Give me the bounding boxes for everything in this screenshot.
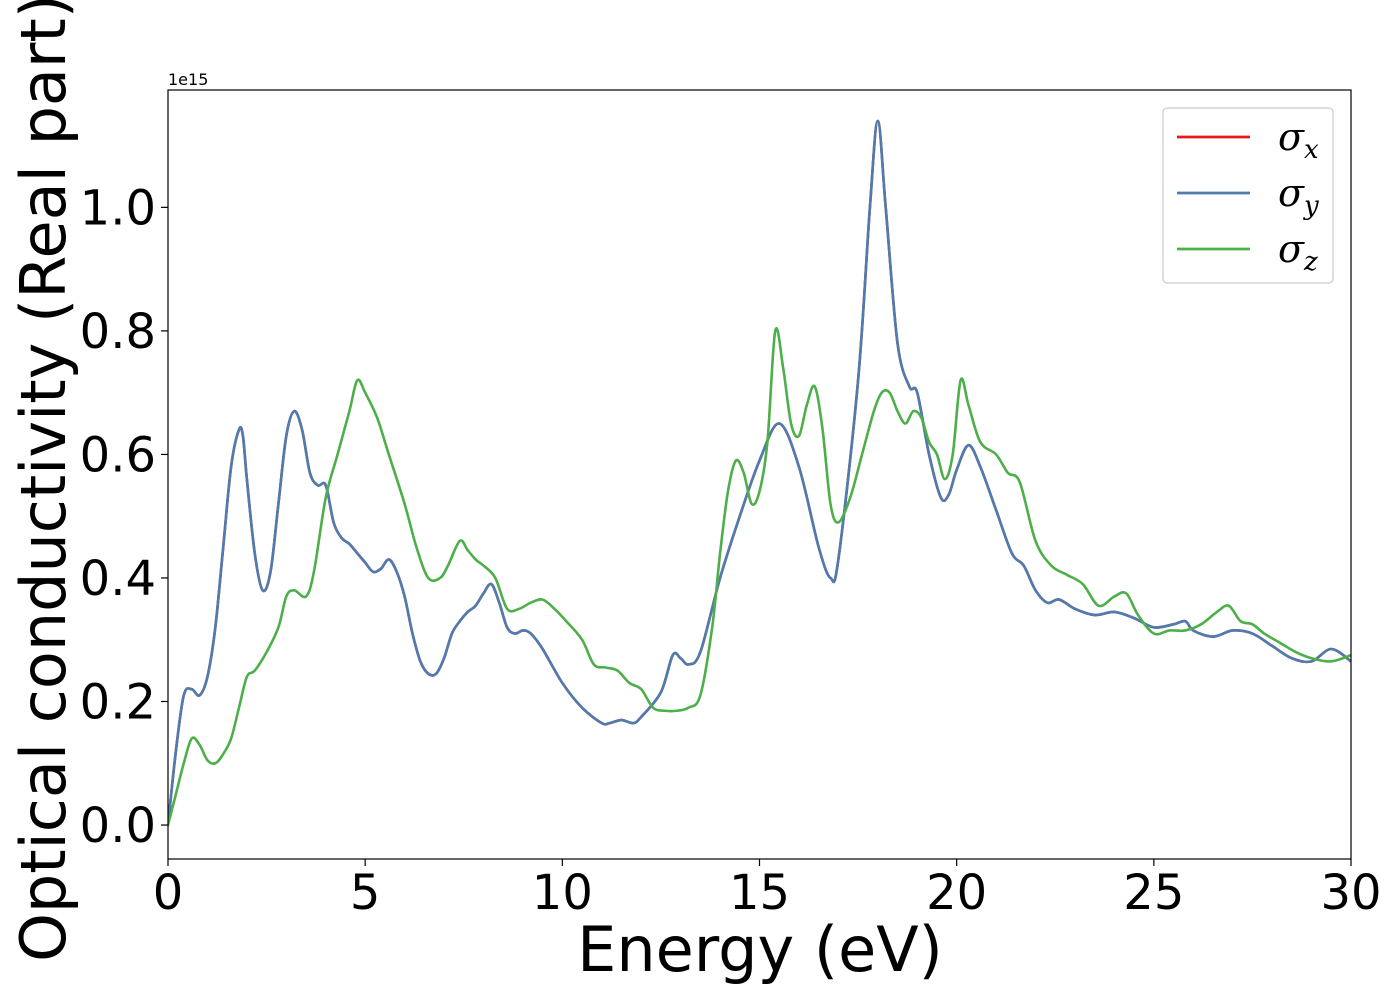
y-tick-label: 0.0 [80, 798, 156, 854]
y-tick-label: 0.6 [80, 427, 156, 483]
legend-label-sigma-y: σy [1278, 171, 1319, 221]
y-tick-label: 0.4 [80, 551, 156, 607]
x-tick-label: 15 [729, 865, 790, 921]
legend-label-sigma-z: σz [1278, 227, 1318, 277]
legend: σx σy σz [1162, 107, 1334, 284]
x-tick-label: 0 [153, 865, 184, 921]
y-tick-label: 0.2 [80, 674, 156, 730]
legend-label-sigma-x: σx [1278, 115, 1319, 165]
y-tick-label: 1.0 [80, 180, 156, 236]
y-tick-label: 0.8 [80, 304, 156, 360]
x-tick-label: 20 [926, 865, 987, 921]
y-offset-label: 1e15 [168, 70, 208, 89]
y-axis-label: Optical conductivity (Real part) [7, 0, 80, 962]
x-tick-label: 10 [532, 865, 593, 921]
series-line-sigma-y [168, 119, 1351, 827]
x-tick-label: 5 [350, 865, 381, 921]
series-layer [168, 119, 1351, 827]
series-line-sigma-z [168, 327, 1351, 827]
legend-box [1162, 107, 1334, 284]
x-tick-label: 30 [1320, 865, 1381, 921]
x-tick-label: 25 [1123, 865, 1184, 921]
x-axis-ticks: 0 5 10 15 20 25 30 [153, 859, 1382, 921]
x-axis-label: Energy (eV) [577, 913, 943, 986]
y-axis-ticks: 0.0 0.2 0.4 0.6 0.8 1.0 [80, 180, 168, 854]
